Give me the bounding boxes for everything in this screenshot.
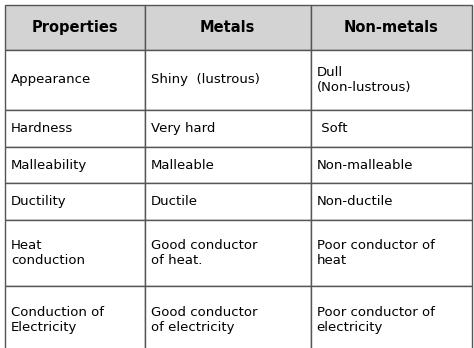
Bar — [5, 286, 145, 348]
Bar — [310, 110, 472, 147]
Text: Non-ductile: Non-ductile — [317, 195, 393, 208]
Bar — [5, 220, 145, 286]
Bar — [310, 147, 472, 183]
Bar — [5, 5, 145, 50]
Text: Non-metals: Non-metals — [344, 20, 438, 35]
Bar — [145, 147, 310, 183]
Bar — [145, 5, 310, 50]
Bar — [145, 183, 310, 220]
Text: Heat
conduction: Heat conduction — [11, 239, 85, 267]
Text: Malleable: Malleable — [151, 159, 215, 172]
Bar — [145, 110, 310, 147]
Text: Very hard: Very hard — [151, 122, 215, 135]
Bar — [310, 50, 472, 110]
Text: Metals: Metals — [200, 20, 255, 35]
Text: Shiny  (lustrous): Shiny (lustrous) — [151, 73, 260, 86]
Text: Poor conductor of
heat: Poor conductor of heat — [317, 239, 435, 267]
Text: Good conductor
of electricity: Good conductor of electricity — [151, 306, 257, 334]
Bar — [5, 110, 145, 147]
Text: Ductile: Ductile — [151, 195, 198, 208]
Text: Dull
(Non-lustrous): Dull (Non-lustrous) — [317, 66, 411, 94]
Text: Malleability: Malleability — [11, 159, 87, 172]
Bar — [5, 50, 145, 110]
Text: Non-malleable: Non-malleable — [317, 159, 413, 172]
Text: Ductility: Ductility — [11, 195, 66, 208]
Text: Appearance: Appearance — [11, 73, 91, 86]
Text: Good conductor
of heat.: Good conductor of heat. — [151, 239, 257, 267]
Bar — [145, 50, 310, 110]
Bar — [5, 147, 145, 183]
Bar — [310, 286, 472, 348]
Text: Poor conductor of
electricity: Poor conductor of electricity — [317, 306, 435, 334]
Text: Conduction of
Electricity: Conduction of Electricity — [11, 306, 104, 334]
Bar — [310, 5, 472, 50]
Text: Soft: Soft — [317, 122, 347, 135]
Text: Hardness: Hardness — [11, 122, 73, 135]
Bar — [145, 286, 310, 348]
Bar — [310, 220, 472, 286]
Bar — [5, 183, 145, 220]
Bar — [310, 183, 472, 220]
Text: Properties: Properties — [31, 20, 118, 35]
Bar — [145, 220, 310, 286]
